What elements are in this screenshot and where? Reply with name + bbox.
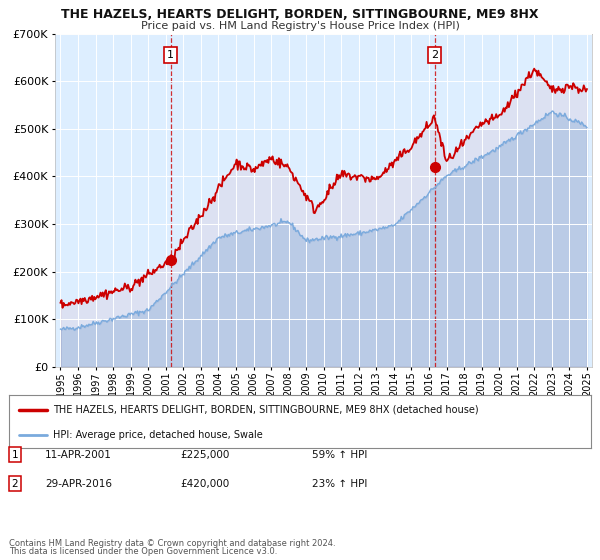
Text: THE HAZELS, HEARTS DELIGHT, BORDEN, SITTINGBOURNE, ME9 8HX (detached house): THE HAZELS, HEARTS DELIGHT, BORDEN, SITT… <box>53 405 478 415</box>
Text: 1: 1 <box>11 450 19 460</box>
Text: 1: 1 <box>167 50 174 60</box>
Text: 11-APR-2001: 11-APR-2001 <box>45 450 112 460</box>
Text: HPI: Average price, detached house, Swale: HPI: Average price, detached house, Swal… <box>53 430 262 440</box>
Text: 2: 2 <box>11 479 19 489</box>
Text: 23% ↑ HPI: 23% ↑ HPI <box>312 479 367 489</box>
Text: 2: 2 <box>431 50 439 60</box>
Text: £420,000: £420,000 <box>180 479 229 489</box>
Text: THE HAZELS, HEARTS DELIGHT, BORDEN, SITTINGBOURNE, ME9 8HX: THE HAZELS, HEARTS DELIGHT, BORDEN, SITT… <box>61 8 539 21</box>
Text: £225,000: £225,000 <box>180 450 229 460</box>
Text: Price paid vs. HM Land Registry's House Price Index (HPI): Price paid vs. HM Land Registry's House … <box>140 21 460 31</box>
Text: Contains HM Land Registry data © Crown copyright and database right 2024.: Contains HM Land Registry data © Crown c… <box>9 539 335 548</box>
Text: This data is licensed under the Open Government Licence v3.0.: This data is licensed under the Open Gov… <box>9 547 277 556</box>
Text: 29-APR-2016: 29-APR-2016 <box>45 479 112 489</box>
Text: 59% ↑ HPI: 59% ↑ HPI <box>312 450 367 460</box>
